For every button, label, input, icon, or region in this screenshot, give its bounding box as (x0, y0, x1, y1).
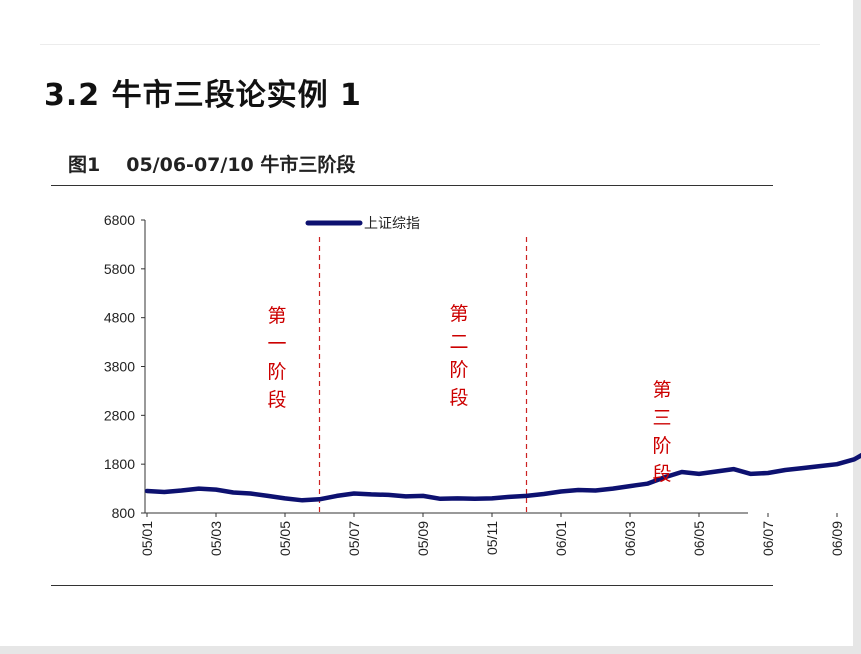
y-tick-label: 3800 (104, 359, 135, 375)
x-tick-label: 05/11 (484, 521, 500, 555)
series-line-shanghai-composite (144, 452, 861, 503)
x-tick-label: 05/07 (346, 521, 362, 556)
x-tick-label: 05/01 (139, 521, 155, 556)
figure-bottom-rule (51, 585, 773, 586)
y-tick-label: 6800 (104, 212, 135, 228)
x-tick-label: 06/03 (622, 521, 638, 556)
x-tick-label: 06/01 (553, 521, 569, 556)
x-tick-label: 06/05 (691, 521, 707, 556)
figure-number: 图1 (68, 154, 101, 176)
x-tick-label: 06/07 (760, 521, 776, 556)
phase-annotation: 第三阶段 (652, 379, 671, 485)
phase-annotation: 第二阶段 (449, 303, 468, 409)
y-tick-label: 4800 (104, 310, 135, 326)
x-tick-label: 05/09 (415, 521, 431, 556)
x-tick-label: 05/05 (277, 521, 293, 556)
y-tick-label: 5800 (104, 261, 135, 277)
figure-caption: 图1 05/06-07/10 牛市三阶段 (68, 150, 355, 177)
figure-top-rule (51, 185, 773, 186)
legend-label: 上证综指 (364, 215, 420, 231)
slide-title: 3.2 牛市三段论实例 1 (44, 78, 362, 113)
y-tick-label: 2800 (104, 407, 135, 423)
figure-caption-text: 05/06-07/10 牛市三阶段 (126, 154, 356, 176)
top-divider (40, 44, 820, 45)
slide: 3.2 牛市三段论实例 1 图1 05/06-07/10 牛市三阶段 (0, 0, 853, 646)
phase-annotation: 第一阶段 (267, 305, 286, 411)
x-tick-label: 06/09 (829, 521, 845, 556)
x-tick-label: 05/03 (208, 521, 224, 556)
y-tick-label: 800 (112, 505, 136, 521)
y-tick-label: 1800 (104, 456, 135, 472)
